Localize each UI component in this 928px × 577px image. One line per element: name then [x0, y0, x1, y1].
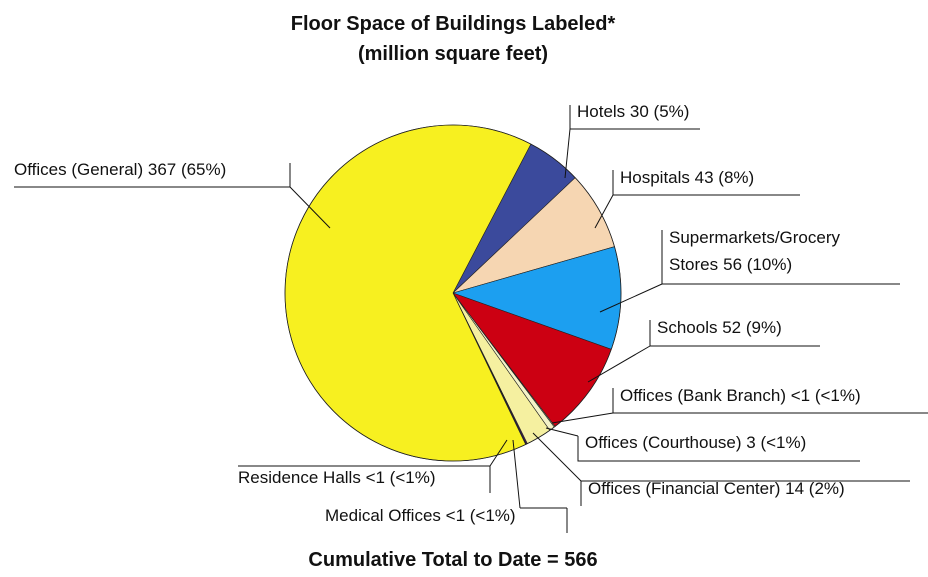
slice-category: Offices (General)	[14, 160, 143, 179]
slice-value-label: 30 (5%)	[630, 102, 690, 121]
leader-line	[551, 412, 614, 424]
slice-value-label: 56 (10%)	[723, 255, 792, 274]
leader-line	[512, 439, 521, 509]
slice-category: Schools	[657, 318, 717, 337]
category-line: Supermarkets/Grocery	[669, 228, 840, 247]
leader-line	[594, 194, 614, 229]
slice-category: Offices (Financial Center)	[588, 479, 780, 498]
slice-value-label: 52 (9%)	[722, 318, 782, 337]
slice-value-label: 367 (65%)	[148, 160, 226, 179]
chart-title: Floor Space of Buildings Labeled*	[291, 13, 616, 35]
slice-value-label: 14 (2%)	[785, 479, 845, 498]
leader-line	[587, 345, 651, 383]
slice-value-label: <1 (<1%)	[366, 468, 436, 487]
slice-category: Residence Halls	[238, 468, 361, 487]
slice-label: Offices (Bank Branch) <1 (<1%)	[620, 386, 861, 405]
slice-label: Medical Offices <1 (<1%)	[325, 506, 516, 525]
pie-outline	[284, 124, 622, 462]
slice-label: Offices (Financial Center) 14 (2%)	[588, 479, 845, 498]
leader-line	[599, 283, 663, 313]
slice-label: Offices (General) 367 (65%)	[14, 160, 226, 179]
slice-category: Hotels	[577, 102, 625, 121]
leader-line	[532, 432, 582, 482]
slice-label: Hotels 30 (5%)	[577, 102, 689, 121]
slice-category: Offices (Courthouse)	[585, 433, 742, 452]
slice-category: Supermarkets/Grocery Stores	[669, 228, 840, 274]
total-annotation: Cumulative Total to Date = 566	[308, 549, 597, 571]
slice-label: Hospitals 43 (8%)	[620, 168, 754, 187]
slice-label: Offices (Courthouse) 3 (<1%)	[585, 433, 806, 452]
leader-line	[577, 436, 860, 462]
slice-category: Hospitals	[620, 168, 690, 187]
slice-category: Offices (Bank Branch)	[620, 386, 786, 405]
leader-line	[289, 186, 331, 229]
leader-line	[489, 439, 508, 467]
slice-category: Medical Offices	[325, 506, 441, 525]
slice-label: Residence Halls <1 (<1%)	[238, 468, 436, 487]
category-line: Stores	[669, 255, 718, 274]
slice-value-label: 3 (<1%)	[746, 433, 806, 452]
slice-label: Schools 52 (9%)	[657, 318, 782, 337]
chart-subtitle: (million square feet)	[358, 43, 548, 65]
leader-line	[564, 128, 571, 179]
leader-line	[545, 427, 579, 437]
slice-value-label: 43 (8%)	[695, 168, 755, 187]
slice-value-label: <1 (<1%)	[446, 506, 516, 525]
slice-value-label: <1 (<1%)	[791, 386, 861, 405]
